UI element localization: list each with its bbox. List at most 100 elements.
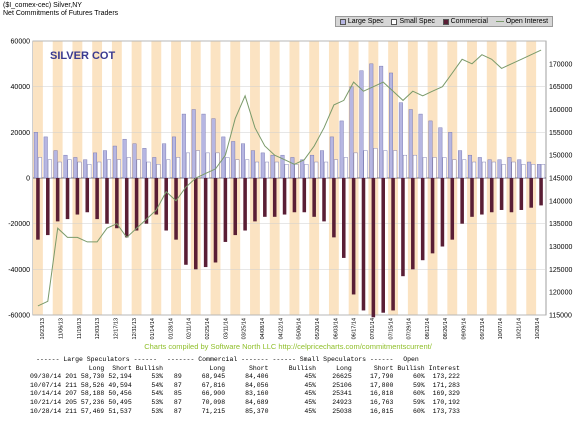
table-cell: 60% bbox=[413, 407, 425, 415]
bar-commercial bbox=[282, 178, 287, 215]
bar-commercial bbox=[460, 178, 464, 224]
table-cell bbox=[65, 365, 81, 374]
table-cell: 17,790 bbox=[369, 373, 394, 381]
bar-small-spec bbox=[116, 159, 121, 179]
bar-small-spec bbox=[156, 164, 161, 179]
bar-large-spec bbox=[191, 109, 196, 179]
bar-large-spec bbox=[448, 132, 453, 179]
legend-label-large-spec: Large Spec bbox=[347, 18, 384, 25]
bar-small-spec bbox=[452, 159, 457, 179]
bar-commercial bbox=[233, 178, 238, 236]
bar-small-spec bbox=[274, 161, 279, 179]
table-cell: Bullish bbox=[397, 364, 425, 372]
bar-large-spec bbox=[497, 159, 502, 179]
chart-credit: Charts compiled by Software North LLC ht… bbox=[144, 342, 432, 351]
bar-small-spec bbox=[264, 161, 269, 179]
bar-large-spec bbox=[310, 154, 315, 179]
bar-large-spec bbox=[231, 141, 236, 179]
table-cell: 54% bbox=[151, 381, 164, 389]
legend-swatch-small-spec bbox=[391, 18, 398, 25]
bar-small-spec bbox=[176, 157, 181, 179]
bar-commercial bbox=[450, 178, 455, 240]
table-cell: 70,098 bbox=[201, 398, 226, 406]
bar-commercial bbox=[46, 178, 50, 236]
bar-large-spec bbox=[428, 120, 433, 179]
bar-small-spec bbox=[146, 161, 151, 179]
right-tick-label: 120000 bbox=[549, 290, 572, 297]
bar-commercial bbox=[154, 178, 159, 215]
table-cell: 84,406 bbox=[245, 373, 269, 381]
table-cell: 24923 bbox=[332, 398, 352, 406]
right-axis: 170000 165000 160000 155000 150000 145000 1400… bbox=[549, 61, 572, 319]
bar-large-spec bbox=[507, 157, 512, 179]
table-cell: 211 bbox=[65, 381, 77, 389]
bar-commercial bbox=[253, 178, 257, 222]
bar-small-spec bbox=[166, 159, 171, 179]
table-row: 10/07/14 211 58,526 49,594 54% 87 67,816 84,056… bbox=[30, 382, 464, 391]
right-tick-label: 155000 bbox=[549, 130, 572, 137]
table-cell: 205 bbox=[65, 398, 77, 406]
bar-large-spec bbox=[418, 113, 423, 179]
table-cell bbox=[30, 365, 65, 374]
x-tick-label: 02/25/14 bbox=[205, 318, 211, 339]
right-tick-label: 115000 bbox=[549, 313, 572, 320]
table-cell: 52,194 bbox=[108, 373, 132, 381]
left-tick-label: 0 bbox=[26, 176, 30, 183]
x-tick-label: 12/03/13 bbox=[95, 318, 101, 339]
bar-large-spec bbox=[63, 154, 68, 179]
bar-commercial bbox=[292, 178, 297, 213]
x-tick-label: 03/25/14 bbox=[242, 318, 248, 339]
bar-small-spec bbox=[205, 152, 210, 179]
bar-small-spec bbox=[481, 161, 486, 179]
table-group-header: ------ Large Speculators ------ ------- C… bbox=[30, 356, 464, 365]
bar-small-spec bbox=[87, 164, 92, 179]
table-cell: 71,215 bbox=[201, 407, 226, 415]
x-tick-label: 10/07/14 bbox=[498, 318, 504, 339]
bar-large-spec bbox=[349, 86, 354, 179]
bar-small-spec bbox=[511, 161, 516, 179]
table-cell: 67,816 bbox=[201, 381, 226, 389]
table-cell: 59% bbox=[413, 398, 425, 406]
x-tick-label: 11/06/13 bbox=[59, 318, 65, 339]
bar-small-spec bbox=[284, 164, 289, 179]
legend-label-open-interest: Open Interest bbox=[505, 18, 549, 25]
table-cell: 207 bbox=[65, 390, 77, 398]
x-tick-label: 07/01/14 bbox=[370, 318, 376, 339]
bar-commercial bbox=[243, 178, 247, 231]
legend-swatch-commercial bbox=[442, 18, 449, 25]
bar-commercial bbox=[223, 178, 228, 242]
bar-commercial bbox=[509, 178, 514, 213]
bar-large-spec bbox=[181, 113, 186, 179]
table-group-label: Open bbox=[403, 356, 419, 363]
table-cell: 173,733 bbox=[432, 407, 460, 415]
table-cell: 66,900 bbox=[201, 390, 226, 398]
bar-commercial bbox=[351, 178, 356, 295]
table-cell: 16,815 bbox=[369, 407, 394, 415]
table-row: 10/28/14 211 57,469 51,537 53% 87 71,215 85,370… bbox=[30, 408, 464, 417]
bar-commercial bbox=[203, 178, 208, 268]
bar-commercial bbox=[401, 178, 405, 277]
bar-small-spec bbox=[541, 164, 546, 179]
bar-large-spec bbox=[487, 159, 492, 179]
bar-large-spec bbox=[359, 70, 364, 179]
chart-title: SILVER COT bbox=[50, 50, 115, 62]
table-cell: 171,283 bbox=[432, 381, 460, 389]
x-tick-label: 09/23/14 bbox=[480, 318, 486, 339]
right-tick-label: 160000 bbox=[549, 107, 572, 114]
table-cell: 10/07/14 bbox=[30, 381, 62, 389]
right-tick-label: 150000 bbox=[549, 153, 572, 160]
bar-large-spec bbox=[389, 72, 393, 179]
right-tick-label: 125000 bbox=[549, 267, 572, 274]
bar-small-spec bbox=[255, 161, 260, 179]
x-tick-label: 01/14/14 bbox=[150, 318, 156, 339]
table-cell: Interest bbox=[428, 364, 460, 372]
bar-large-spec bbox=[517, 159, 522, 179]
table-cell: 201 bbox=[65, 373, 77, 381]
x-tick-label: 04/08/14 bbox=[260, 318, 266, 339]
table-column-header: Long Short Bullish Long Short Bullish Long Shor… bbox=[30, 365, 464, 374]
x-tick-label: 01/28/14 bbox=[168, 318, 174, 339]
bar-large-spec bbox=[171, 136, 176, 179]
bar-commercial bbox=[55, 178, 60, 222]
bar-large-spec bbox=[408, 109, 413, 179]
x-tick-label: 12/31/13 bbox=[132, 318, 138, 339]
